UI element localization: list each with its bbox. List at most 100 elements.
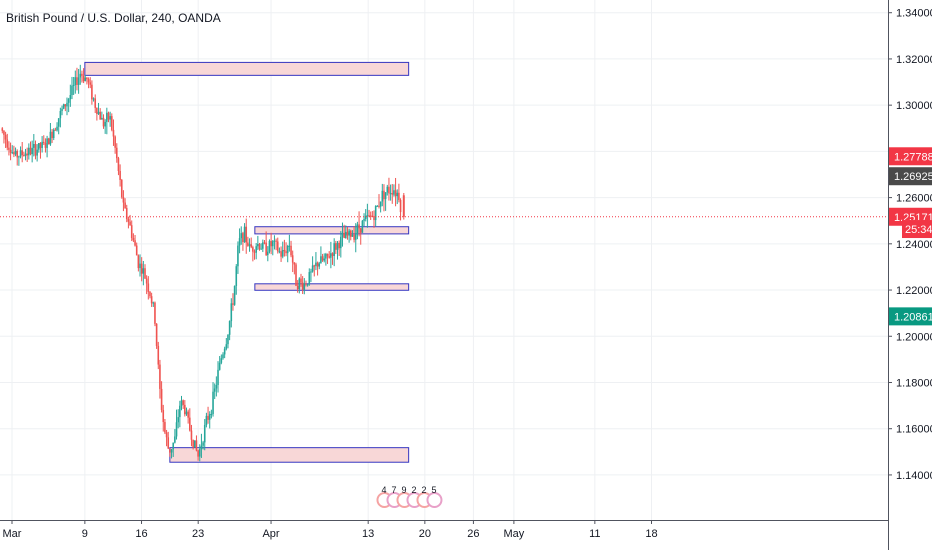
candle (252, 245, 254, 262)
candle-body (140, 263, 143, 274)
candle-body (306, 284, 309, 286)
candle-body (74, 77, 77, 85)
candle-body (109, 116, 111, 120)
candle (184, 400, 186, 417)
candle-body (23, 155, 25, 157)
candle (130, 220, 133, 242)
candle-body (271, 241, 274, 247)
candle (354, 223, 357, 253)
candle (225, 337, 228, 351)
candle-body (386, 186, 389, 193)
candle (215, 376, 218, 397)
candle (119, 164, 121, 187)
candle (92, 97, 95, 102)
y-tick-label: 1.14000 (896, 470, 932, 482)
candle-body (26, 153, 28, 156)
candle (125, 204, 128, 223)
chart-title: British Pound / U.S. Dollar, 240, OANDA (6, 11, 221, 25)
y-tick-label: 1.34000 (896, 8, 932, 20)
price-label-bg (889, 147, 932, 166)
candle-body (381, 190, 384, 202)
candle-body (364, 215, 367, 220)
candle-body (182, 400, 184, 405)
candle-body (152, 302, 155, 304)
candle (250, 237, 253, 249)
candle (369, 211, 372, 220)
candle (24, 148, 27, 161)
y-tick-label: 1.22000 (896, 285, 932, 297)
candle-body (59, 111, 62, 119)
y-tick-label: 1.20000 (896, 331, 932, 343)
candle-body (36, 149, 38, 156)
candle (255, 243, 257, 260)
candle (213, 383, 216, 400)
candle (207, 406, 209, 424)
candle (69, 84, 72, 107)
candle-body (130, 225, 133, 238)
candle (47, 137, 50, 145)
candle-body (349, 230, 352, 237)
candle-body (29, 147, 32, 155)
candle-body (61, 108, 63, 112)
candle (351, 230, 354, 237)
candle (288, 234, 291, 252)
candle (232, 293, 234, 311)
candle (276, 237, 279, 254)
candle-body (102, 117, 105, 127)
candle-body (185, 411, 188, 415)
candle-body (325, 253, 327, 259)
candle (235, 264, 238, 295)
candle-body (132, 237, 135, 241)
candle-body (203, 424, 206, 443)
candle-body (379, 201, 382, 207)
candle-body (247, 242, 249, 246)
candle-body (167, 437, 170, 449)
candle (26, 147, 28, 163)
candle (286, 244, 289, 263)
candle (149, 291, 151, 299)
candle (315, 252, 317, 271)
zone-rectangle (254, 226, 410, 235)
candle-body (111, 116, 113, 130)
candle-body (399, 199, 402, 213)
candle (316, 261, 319, 276)
candle (212, 382, 214, 417)
candle (112, 119, 115, 146)
candle-body (227, 334, 229, 345)
event-marker-count: 2 (421, 485, 426, 495)
candle (193, 440, 196, 448)
candle-body (82, 75, 85, 82)
candle-body (172, 442, 175, 450)
candle-body (305, 283, 307, 285)
candle-body (378, 205, 380, 207)
candle-body (222, 354, 224, 359)
candle (300, 273, 302, 287)
price-label: 1.26925 (894, 171, 932, 183)
candle (62, 103, 65, 110)
candle (109, 111, 111, 127)
candle (361, 219, 364, 233)
candle (66, 97, 68, 116)
candle-body (192, 439, 194, 448)
candle (94, 94, 97, 114)
candle (378, 194, 380, 209)
candle (175, 409, 178, 440)
candle (52, 128, 55, 141)
price-axis[interactable] (888, 0, 932, 550)
candle-body (300, 278, 302, 283)
candle-body (117, 158, 120, 172)
candle-body (315, 262, 317, 267)
candle-body (104, 121, 106, 127)
candle-body (341, 232, 344, 237)
candle-body (81, 73, 83, 76)
candle-body (361, 220, 364, 233)
candle (81, 70, 83, 83)
candle-body (262, 242, 264, 249)
candle-body (293, 262, 296, 265)
time-axis[interactable] (0, 520, 888, 550)
candle-body (180, 400, 183, 406)
candle-body (16, 150, 19, 158)
candle (91, 80, 93, 105)
